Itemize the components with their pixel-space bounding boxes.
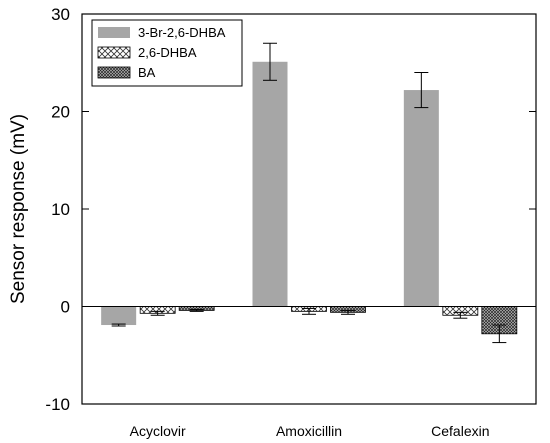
y-tick-label: 0 [61,298,70,317]
x-category-label: Amoxicillin [276,423,342,439]
y-axis-ticks: -10 0 10 20 30 [45,5,536,414]
y-tick-label: 30 [51,5,70,24]
bar-0-0 [101,306,137,326]
x-category-label: Acyclovir [130,423,186,439]
y-tick-label: 10 [51,200,70,219]
legend-label: 2,6-DHBA [138,45,197,60]
legend-label: BA [138,65,156,80]
bar-group [101,61,518,335]
y-tick-label: -10 [45,395,70,414]
y-tick-label: 20 [51,103,70,122]
legend-swatch [97,66,131,79]
bar-0-2 [403,90,439,307]
legend: 3-Br-2,6-DHBA 2,6-DHBA BA [91,19,243,87]
legend-swatch [97,46,131,59]
x-category-label: Cefalexin [431,423,489,439]
bar-0-1 [252,61,288,307]
error-bar-group [111,42,507,344]
y-axis-title: Sensor response (mV) [8,114,29,304]
x-axis-labels: Acyclovir Amoxicillin Cefalexin [130,423,490,439]
legend-label: 3-Br-2,6-DHBA [138,25,226,40]
legend-swatch [98,27,130,38]
